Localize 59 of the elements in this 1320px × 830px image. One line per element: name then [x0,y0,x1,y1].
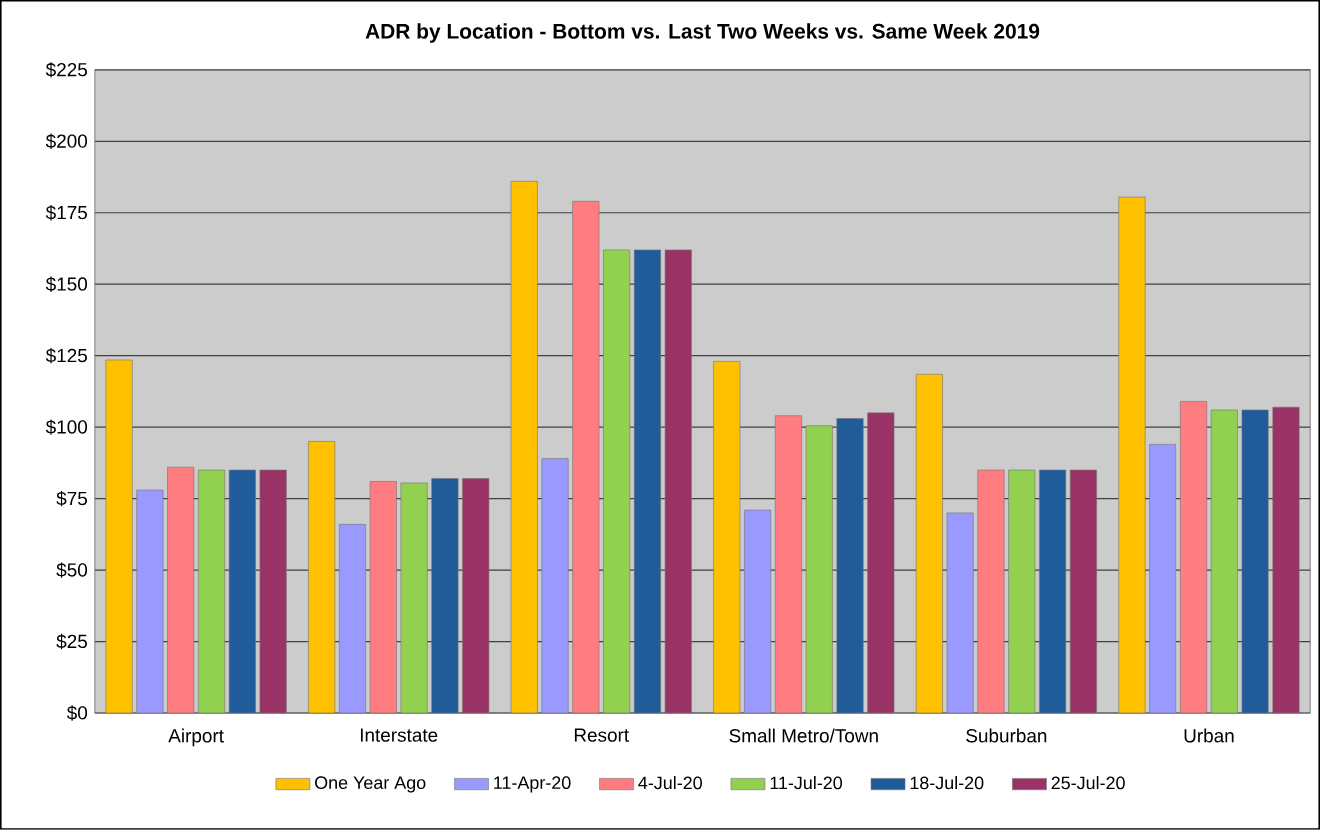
legend-label: 11-Apr-20 [494,776,571,793]
bar [946,512,974,714]
x-tick-label: Airport [168,728,224,747]
bar [603,249,631,714]
legend-label: One Year Ago [315,776,426,793]
x-tick-label: Small Metro/Town [729,728,878,743]
bar [805,425,833,714]
bar [369,481,397,714]
y-tick-label: $50 [56,562,88,578]
x-tick-label: Urban [1184,728,1234,743]
y-tick-label: $175 [45,205,87,221]
bar [915,374,943,714]
legend-label: 4-Jul-20 [638,776,702,790]
bar [1272,406,1300,714]
bar [400,482,428,714]
legend-label: 11-Jul-20 [770,776,843,790]
bar [198,469,226,714]
x-tick-label: Resort [574,728,629,742]
y-tick-label: $225 [45,62,87,78]
legend-label: 18-Jul-20 [910,776,984,790]
bar [1210,409,1238,714]
bar [572,201,600,714]
y-tick-label: $125 [45,348,87,364]
y-tick-label: $0 [66,705,88,721]
x-tick-label: Suburban [966,728,1047,743]
chart-title: ADR by Location - Bottom vs. Last Two Weeks vs. Same Week 2019 [365,23,1040,43]
y-tick-label: $200 [45,133,88,150]
y-tick-label: $75 [56,491,88,507]
bar [541,458,569,714]
bar [1039,469,1067,714]
bar [1069,469,1097,714]
bar [1241,409,1269,714]
bar [259,469,287,714]
bar [167,466,195,714]
x-tick-label: Interstate [360,728,438,742]
bar [1149,444,1177,714]
bar [431,478,459,714]
bar [308,441,336,714]
bar [713,361,741,714]
bar [867,412,895,714]
bar [1118,196,1146,714]
bar [977,469,1005,714]
bar [836,418,864,714]
bar [228,469,256,714]
legend-label: 25-Jul-20 [1051,776,1125,790]
bar [462,478,490,714]
bar [1008,469,1036,714]
bar [136,489,164,714]
bar [774,415,802,714]
y-tick-label: $150 [45,276,88,292]
y-tick-label: $25 [56,633,88,650]
bar [105,359,133,714]
bar [510,181,538,714]
bar [744,509,772,714]
y-tick-label: $100 [45,419,88,435]
bar [1180,401,1208,714]
bar [633,249,661,714]
bar [338,524,366,714]
bar [664,249,692,714]
